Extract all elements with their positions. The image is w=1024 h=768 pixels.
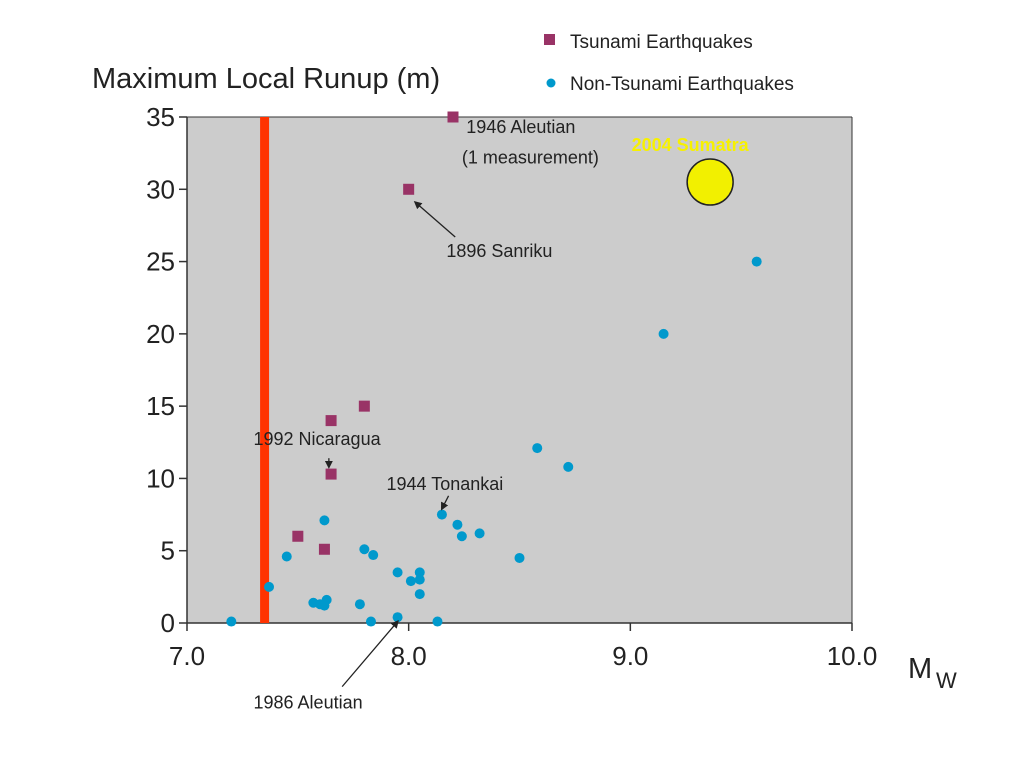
x-axis-title: M bbox=[908, 653, 932, 685]
non-tsunami-point bbox=[751, 256, 762, 267]
non-tsunami-point bbox=[658, 328, 669, 339]
annotation-label: 1946 Aleutian bbox=[466, 117, 575, 137]
non-tsunami-point bbox=[365, 616, 376, 627]
axes bbox=[186, 116, 853, 624]
y-tick-label: 10 bbox=[146, 463, 175, 493]
x-axis-title-subscript: W bbox=[936, 668, 957, 693]
y-tick-label: 35 bbox=[146, 102, 175, 132]
non-tsunami-point bbox=[226, 616, 237, 627]
non-tsunami-point bbox=[264, 581, 275, 592]
legend-swatch-non-tsunami bbox=[546, 78, 556, 88]
sumatra-marker bbox=[686, 158, 734, 206]
tsunami-point bbox=[325, 468, 337, 480]
non-tsunami-point bbox=[392, 567, 403, 578]
tsunami-point bbox=[358, 400, 370, 412]
y-tick-label: 20 bbox=[146, 319, 175, 349]
non-tsunami-point bbox=[414, 567, 425, 578]
tsunami-point bbox=[403, 183, 415, 195]
annotation-label: 1944 Tonankai bbox=[387, 474, 504, 494]
annotations: 1946 Aleutian (1 measurement) 1896 Sanriku… bbox=[254, 117, 599, 712]
non-tsunami-point bbox=[452, 519, 463, 530]
plot-area bbox=[187, 117, 852, 623]
tsunami-point bbox=[292, 530, 304, 542]
tsunami-point bbox=[325, 415, 337, 427]
non-tsunami-point bbox=[432, 616, 443, 627]
non-tsunami-point bbox=[474, 528, 485, 539]
annotation-label: 1992 Nicaragua bbox=[254, 429, 382, 449]
non-tsunami-point bbox=[456, 531, 467, 542]
y-tick-label: 5 bbox=[161, 536, 175, 566]
legend: Tsunami Earthquakes Non-Tsunami Earthqua… bbox=[544, 32, 794, 95]
non-tsunami-point bbox=[414, 574, 425, 585]
non-tsunami-point bbox=[532, 443, 543, 454]
y-ticks: 0 5 10 15 20 25 30 35 bbox=[146, 102, 187, 638]
x-tick-label: 9.0 bbox=[612, 641, 648, 671]
non-tsunami-point bbox=[368, 550, 379, 561]
tsunami-point bbox=[318, 543, 330, 555]
annotation-label: 1986 Aleutian bbox=[254, 692, 363, 712]
x-ticks: 7.0 8.0 9.0 10.0 bbox=[169, 623, 877, 671]
series-non-tsunami bbox=[226, 256, 762, 627]
legend-label-non-tsunami: Non-Tsunami Earthquakes bbox=[570, 74, 794, 95]
x-tick-label: 7.0 bbox=[169, 641, 205, 671]
non-tsunami-point bbox=[563, 461, 574, 472]
non-tsunami-point bbox=[405, 576, 416, 587]
y-tick-label: 30 bbox=[146, 174, 175, 204]
non-tsunami-point bbox=[414, 589, 425, 600]
non-tsunami-point bbox=[281, 551, 292, 562]
non-tsunami-point bbox=[436, 509, 447, 520]
x-tick-label: 10.0 bbox=[827, 641, 878, 671]
sumatra-highlight: 2004 Sumatra bbox=[632, 135, 750, 206]
non-tsunami-point bbox=[319, 600, 330, 611]
y-tick-label: 25 bbox=[146, 247, 175, 277]
non-tsunami-point bbox=[354, 599, 365, 610]
y-tick-label: 15 bbox=[146, 391, 175, 421]
non-tsunami-point bbox=[392, 612, 403, 623]
sumatra-label: 2004 Sumatra bbox=[632, 135, 750, 155]
annotation-label: (1 measurement) bbox=[462, 147, 599, 167]
y-axis-title: Maximum Local Runup (m) bbox=[92, 63, 440, 95]
legend-label-tsunami: Tsunami Earthquakes bbox=[570, 32, 753, 53]
x-tick-label: 8.0 bbox=[391, 641, 427, 671]
y-tick-label: 0 bbox=[161, 608, 175, 638]
non-tsunami-point bbox=[359, 544, 370, 555]
legend-swatch-tsunami bbox=[544, 34, 555, 45]
annotation-arrow bbox=[413, 200, 456, 238]
annotation-arrow bbox=[441, 495, 450, 511]
non-tsunami-point bbox=[319, 515, 330, 526]
non-tsunami-point bbox=[514, 552, 525, 563]
annotation-arrow bbox=[341, 620, 399, 688]
series-tsunami bbox=[292, 111, 459, 555]
tsunami-point bbox=[447, 111, 459, 123]
data-series bbox=[226, 111, 762, 627]
annotation-label: 1896 Sanriku bbox=[446, 241, 552, 261]
